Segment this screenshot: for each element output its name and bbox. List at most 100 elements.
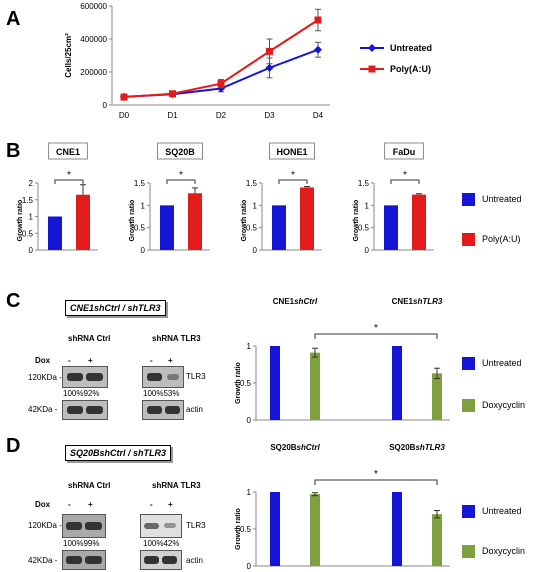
- blot-actin-shtlr3: [142, 400, 184, 420]
- bar: [272, 205, 286, 250]
- bar: [432, 373, 442, 420]
- tlr3-label: TLR3: [186, 521, 206, 530]
- y-tick-label: 0.5: [134, 224, 146, 233]
- panel-b-fadu-chart: FaDu 0 0.5 1 1.5 Growth ratio *: [353, 142, 434, 255]
- cell-line-a: SQ20BshCtrl: [70, 448, 126, 458]
- kda-42-label: 42KDa -: [28, 405, 58, 414]
- y-tick-label: 1: [365, 201, 370, 210]
- data-point: [217, 80, 225, 88]
- bar: [432, 514, 442, 566]
- shrna-tlr3-label: shRNA TLR3: [152, 481, 201, 490]
- y-tick-label: 2: [29, 179, 34, 188]
- y-tick-label: 1.5: [246, 179, 258, 188]
- cell-line-b: shTLR3: [127, 303, 161, 313]
- y-axis-label: Growth ratio: [235, 508, 242, 550]
- blot-actin-ctrl: [62, 400, 108, 420]
- legend-swatch-untreated: [462, 193, 475, 206]
- legend-label-untreated: Untreated: [482, 194, 522, 204]
- panel-b-legend: Untreated Poly(A:U): [462, 193, 550, 273]
- y-tick-label: 1: [247, 342, 252, 351]
- chart-title-box: [269, 142, 315, 160]
- legend-label-doxycyclin: Doxycyclin: [482, 546, 526, 556]
- legend-swatch-untreated: [462, 357, 475, 370]
- legend-label: Untreated: [390, 43, 432, 53]
- blot-tlr3-shtlr3: [142, 366, 184, 388]
- dox-plus-ctrl: +: [88, 356, 93, 365]
- kda-42-label: 42KDa -: [28, 556, 58, 565]
- panel-b-hone1-chart: HONE1 0 0.5 1 1.5 Growth ratio *: [241, 142, 322, 255]
- y-tick-label: 1.5: [358, 179, 370, 188]
- panel-letter-b: B: [6, 140, 21, 162]
- significance-star: *: [67, 170, 71, 181]
- group-title-suffix: shCtrl: [294, 297, 318, 306]
- group-title: SQ20BshTLR3: [389, 443, 445, 452]
- legend-marker: [368, 44, 376, 52]
- dox-plus-tlr3: +: [168, 356, 173, 365]
- data-point: [314, 16, 322, 24]
- y-axis-label: Growth ratio: [353, 200, 360, 242]
- group-title-suffix: shCtrl: [297, 443, 321, 452]
- chart-title: HONE1: [276, 147, 307, 157]
- group-title: SQ20BshCtrl: [270, 443, 320, 452]
- dox-plus-tlr3: +: [168, 500, 173, 509]
- data-point: [265, 63, 274, 72]
- pct-tlr3: 100%42%: [143, 539, 180, 548]
- x-tick-label: D1: [167, 111, 178, 120]
- significance-star: *: [403, 170, 407, 181]
- y-axis-label: Growth ratio: [241, 200, 248, 242]
- cell-line-sep: /: [120, 303, 128, 313]
- blot-tlr3-shtlr3: [140, 514, 182, 538]
- y-tick-label: 0.5: [240, 379, 252, 388]
- bar: [392, 346, 402, 420]
- y-axis-label: Growth ratio: [235, 362, 242, 404]
- chart-title-box: [384, 142, 424, 160]
- panel-d-legend: Untreated Doxycyclin: [462, 505, 550, 565]
- chart-title: SQ20B: [165, 147, 195, 157]
- significance-star: *: [291, 170, 295, 181]
- legend-swatch-untreated: [462, 505, 475, 518]
- panel-d-cell-line-box: SQ20BshCtrl / shTLR3: [65, 445, 172, 461]
- shrna-ctrl-label: shRNA Ctrl: [68, 481, 111, 490]
- dox-minus-tlr3: -: [150, 500, 153, 509]
- significance-star: *: [179, 170, 183, 181]
- cell-line-b: shTLR3: [133, 448, 167, 458]
- dox-label: Dox: [35, 356, 51, 365]
- significance-star: *: [374, 469, 378, 480]
- legend-swatch-polyau: [462, 233, 475, 246]
- kda-120-label: 120KDa -: [28, 373, 62, 382]
- shrna-tlr3-label: shRNA TLR3: [152, 334, 201, 343]
- y-tick-label: 1: [141, 201, 146, 210]
- blot-tlr3-ctrl: [62, 514, 106, 538]
- tlr3-label: TLR3: [186, 372, 206, 381]
- panel-c-legend: Untreated Doxycyclin: [462, 357, 550, 417]
- bar: [310, 352, 320, 420]
- group-title: CNE1shCtrl: [273, 297, 318, 306]
- data-point: [266, 47, 273, 55]
- y-tick-label: 1: [247, 488, 252, 497]
- y-tick-label: 1.5: [134, 179, 146, 188]
- y-axis-label: Growth ratio: [17, 200, 24, 242]
- y-tick-label: 400000: [80, 35, 107, 44]
- y-tick-label: 1: [29, 213, 34, 222]
- panel-letter-c: C: [6, 290, 21, 312]
- x-tick-label: D2: [216, 111, 227, 120]
- bar: [310, 494, 320, 566]
- bar: [270, 492, 280, 566]
- significance-bracket: [54, 179, 84, 184]
- dox-plus-ctrl: +: [88, 500, 93, 509]
- y-tick-label: 0: [247, 562, 252, 570]
- legend-label: Poly(A:U): [390, 64, 431, 74]
- y-tick-label: 0: [103, 101, 108, 110]
- group-title-suffix: shTLR3: [413, 297, 443, 306]
- y-tick-label: 0: [247, 416, 252, 424]
- data-point: [314, 45, 322, 54]
- kda-120-label: 120KDa -: [28, 521, 62, 530]
- y-tick-label: 200000: [80, 68, 107, 77]
- chart-title-box: [157, 142, 203, 160]
- x-tick-label: D4: [313, 111, 324, 120]
- y-tick-label: 600000: [80, 2, 107, 11]
- legend-label-untreated: Untreated: [482, 358, 522, 368]
- chart-title: CNE1: [56, 147, 80, 157]
